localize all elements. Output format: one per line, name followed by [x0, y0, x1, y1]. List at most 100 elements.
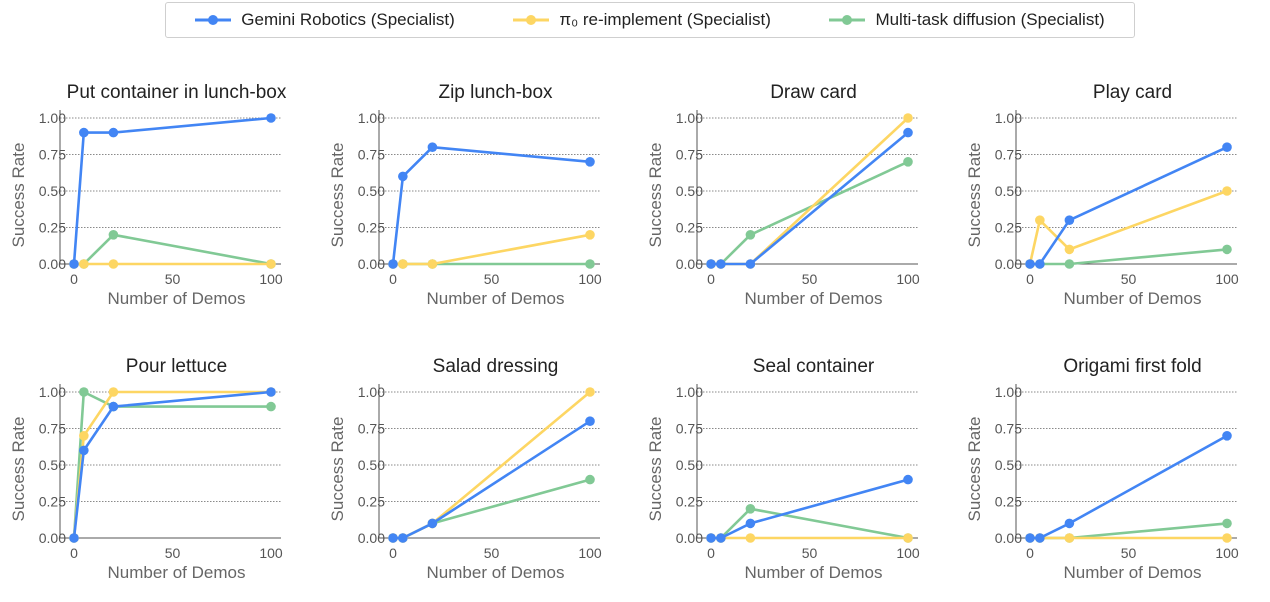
y-axis-label: Success Rate [328, 143, 347, 248]
y-tick-label: 0.25 [39, 494, 66, 510]
data-point-gemini [1025, 533, 1035, 543]
panel-title: Seal container [753, 356, 875, 377]
y-axis-label: Success Rate [9, 417, 28, 522]
data-point-gemini [585, 416, 595, 427]
data-point-gemini [108, 127, 119, 138]
series-line-diffusion [711, 160, 909, 266]
data-point-pi0 [266, 259, 276, 269]
chart-panel-4: Play card 0.00 0.25 0.50 0.75 1.00 0 50 100 Numbe… [965, 82, 1239, 308]
y-axis-label: Success Rate [646, 417, 665, 522]
chart-panel-8: Origami first fold 0.00 0.25 0.50 0.75 1.00 0 5… [965, 356, 1239, 582]
legend-item-gemini: Gemini Robotics (Specialist) [195, 10, 455, 30]
y-tick-label: 0.75 [39, 421, 66, 437]
y-axis-label: Success Rate [965, 417, 984, 522]
data-point-gemini [398, 533, 408, 543]
x-axis-label: Number of Demos [745, 563, 883, 582]
legend-item-diffusion: Multi-task diffusion (Specialist) [829, 10, 1105, 30]
legend-label-diffusion: Multi-task diffusion (Specialist) [875, 10, 1105, 29]
data-point-diffusion [585, 259, 595, 269]
data-point-diffusion [903, 157, 913, 167]
x-tick-label: 0 [1026, 271, 1034, 287]
data-point-gemini [388, 533, 398, 543]
x-tick-label: 50 [1121, 271, 1137, 287]
y-tick-label: 0.25 [676, 220, 703, 236]
data-point-gemini [1025, 259, 1035, 269]
x-axis-label: Number of Demos [745, 289, 883, 308]
data-point-diffusion [745, 504, 756, 514]
series-line-diffusion [1030, 248, 1228, 266]
y-tick-label: 1.00 [995, 384, 1022, 400]
x-axis-label: Number of Demos [1064, 289, 1202, 308]
data-point-pi0 [1222, 186, 1232, 196]
data-point-diffusion [266, 401, 276, 412]
series-line-gemini [72, 116, 272, 265]
data-point-gemini [388, 259, 398, 269]
data-point-gemini [745, 259, 756, 269]
y-tick-label: 0.00 [358, 530, 385, 546]
series-line-diffusion [74, 233, 272, 266]
y-tick-label: 1.00 [676, 110, 703, 126]
data-point-gemini [427, 142, 438, 152]
y-tick-label: 0.25 [676, 494, 703, 510]
y-axis-label: Success Rate [328, 417, 347, 522]
y-axis-label: Success Rate [9, 143, 28, 248]
chart-panel-1: Put container in lunch-box 0.00 0.25 0.50 0.… [9, 82, 287, 308]
y-tick-label: 0.50 [358, 183, 385, 199]
data-point-gemini [1222, 142, 1232, 152]
panel-title: Draw card [770, 82, 857, 103]
series-line-diffusion [711, 507, 909, 540]
y-tick-label: 0.75 [676, 147, 703, 163]
x-tick-label: 50 [165, 545, 181, 561]
data-point-pi0 [79, 259, 89, 269]
data-point-diffusion [585, 474, 595, 485]
data-point-gemini [266, 387, 276, 397]
legend-label-gemini: Gemini Robotics (Specialist) [241, 10, 455, 29]
y-tick-label: 0.00 [995, 530, 1022, 546]
data-point-pi0 [585, 387, 595, 397]
y-tick-label: 0.50 [39, 457, 66, 473]
y-tick-label: 0.00 [358, 256, 385, 272]
x-tick-label: 0 [389, 545, 397, 561]
x-tick-label: 50 [484, 271, 500, 287]
legend-swatch-diffusion [829, 15, 866, 25]
data-point-gemini [1222, 431, 1232, 441]
data-point-diffusion [745, 230, 756, 240]
chart-panel-6: Salad dressing 0.00 0.25 0.50 0.75 1.00 0 50 100… [328, 356, 602, 582]
data-point-pi0 [1064, 533, 1075, 543]
y-tick-label: 0.75 [358, 147, 385, 163]
x-axis-label: Number of Demos [108, 563, 246, 582]
data-point-diffusion [1222, 244, 1232, 255]
chart-panel-7: Seal container 0.00 0.25 0.50 0.75 1.00 0 50 100… [646, 356, 920, 582]
data-point-gemini [398, 171, 408, 182]
legend-swatch-gemini [195, 15, 232, 25]
data-point-diffusion [108, 230, 119, 240]
y-tick-label: 0.50 [676, 183, 703, 199]
chart-panel-2: Zip lunch-box 0.00 0.25 0.50 0.75 1.00 0 50 100 N… [328, 82, 602, 308]
x-tick-label: 100 [578, 271, 602, 287]
series-line-gemini [711, 478, 909, 540]
data-point-gemini [706, 259, 716, 269]
y-tick-label: 0.75 [995, 421, 1022, 437]
y-tick-label: 0.00 [676, 256, 703, 272]
x-tick-label: 0 [707, 271, 715, 287]
y-tick-label: 0.50 [39, 183, 66, 199]
x-tick-label: 100 [259, 271, 283, 287]
series-line-pi0 [1028, 189, 1228, 265]
series-line-diffusion [72, 390, 271, 539]
y-tick-label: 0.50 [995, 183, 1022, 199]
x-axis-label: Number of Demos [427, 289, 565, 308]
series-line-gemini [393, 420, 591, 540]
y-axis-label: Success Rate [646, 143, 665, 248]
data-point-gemini [427, 518, 438, 529]
x-tick-label: 0 [70, 271, 78, 287]
x-tick-label: 100 [259, 545, 283, 561]
y-tick-label: 0.00 [39, 256, 66, 272]
x-tick-label: 50 [484, 545, 500, 561]
data-point-pi0 [745, 533, 756, 543]
y-tick-label: 1.00 [995, 110, 1022, 126]
x-tick-label: 50 [802, 271, 818, 287]
data-point-gemini [69, 533, 79, 543]
data-point-pi0 [79, 431, 89, 441]
series-line-gemini [391, 145, 591, 265]
